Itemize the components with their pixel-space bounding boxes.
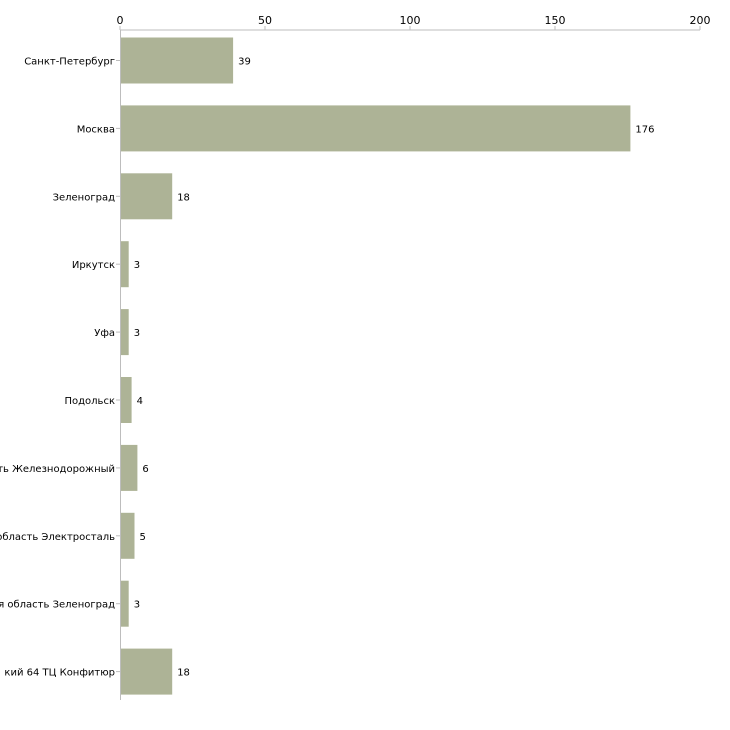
x-tick-label: 150 xyxy=(545,14,566,27)
data-label: 5 xyxy=(140,532,146,543)
data-label: 176 xyxy=(635,124,654,135)
data-label: 3 xyxy=(134,600,140,611)
data-label: 18 xyxy=(177,192,190,203)
category-label: Иркутск xyxy=(72,260,115,271)
category-label: область Электросталь xyxy=(0,532,115,543)
bar xyxy=(121,580,129,627)
data-label: 3 xyxy=(134,260,140,271)
axis-layer: 0 50 100 150 200 xyxy=(116,14,711,700)
x-tick-label: 50 xyxy=(258,14,272,27)
category-label: я область Зеленоград xyxy=(0,600,115,611)
bar xyxy=(121,105,631,152)
data-label: 3 xyxy=(134,328,140,339)
category-label: Москва xyxy=(77,124,115,135)
data-label: 4 xyxy=(137,396,143,407)
bars-layer: Санкт-Петербург 39 Москва 176 Зеленоград 18 Ир… xyxy=(0,37,654,695)
category-label: Санкт-Петербург xyxy=(24,57,115,68)
x-tick-label: 100 xyxy=(400,14,421,27)
bar xyxy=(121,444,138,491)
bar xyxy=(121,377,132,423)
data-label: 39 xyxy=(238,57,251,68)
bar xyxy=(121,309,129,356)
category-label: Уфа xyxy=(94,328,115,339)
bar xyxy=(121,173,173,220)
data-label: 18 xyxy=(177,668,190,679)
category-label: Подольск xyxy=(65,396,116,407)
category-label: кий 64 ТЦ Конфитюр xyxy=(4,668,115,679)
category-label: Зеленоград xyxy=(53,192,115,203)
bar xyxy=(121,648,173,695)
x-tick-label: 200 xyxy=(690,14,711,27)
bar xyxy=(121,241,129,288)
data-label: 6 xyxy=(142,464,148,475)
bar xyxy=(121,512,135,559)
category-label: ть Железнодорожный xyxy=(0,464,115,475)
x-tick-label: 0 xyxy=(117,14,124,27)
bar xyxy=(121,37,234,84)
